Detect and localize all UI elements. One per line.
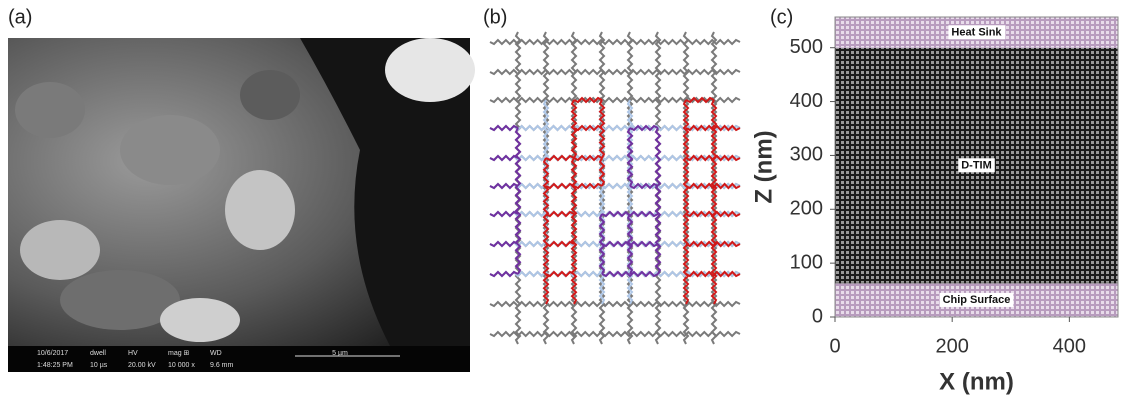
info-text: 20.00 kV	[128, 362, 156, 369]
info-text: dwell	[90, 350, 106, 357]
info-text: 10/6/2017	[37, 350, 68, 357]
polymer-chain	[490, 40, 740, 44]
info-bar	[8, 346, 470, 372]
x-axis-label: X (nm)	[939, 368, 1014, 395]
y-tick-label: 200	[790, 198, 823, 220]
info-text: 10 000 x	[168, 362, 195, 369]
polymer-chain	[490, 212, 518, 216]
polymer-chain	[490, 184, 518, 188]
panel-label: (a)	[8, 6, 32, 28]
polymer-chain	[490, 302, 740, 306]
figure: (a) 5 µm (b) (c) Chip Surface D-TIM Heat Si…	[0, 0, 1121, 405]
lattice	[490, 32, 740, 344]
y-tick-label: 100	[790, 251, 823, 273]
y-tick-label: 300	[790, 144, 823, 166]
info-text: 1:48:25 PM	[37, 362, 73, 369]
region-label: Chip Surface	[943, 294, 1011, 306]
polymer-chain	[490, 242, 518, 246]
y-tick-label: 500	[790, 36, 823, 58]
polymer-chain	[490, 70, 740, 74]
y-tick-label: 400	[790, 90, 823, 112]
y-tick-label: 0	[812, 305, 823, 327]
info-text: WD	[210, 350, 222, 357]
info-text: 9.6 mm	[210, 362, 234, 369]
panel-label: (c)	[770, 6, 793, 28]
polymer-chain	[490, 332, 740, 336]
info-text: mag ⊞	[168, 350, 189, 357]
region-label: D-TIM	[961, 159, 992, 171]
scale-label: 5 µm	[332, 350, 348, 357]
info-text: 10 µs	[90, 362, 108, 369]
y-axis-label: Z (nm)	[750, 130, 777, 203]
sem-image	[8, 38, 475, 346]
x-tick-label: 0	[829, 335, 840, 357]
polymer-chain	[490, 156, 518, 160]
chart: (c) Chip Surface D-TIM Heat Sink 0 100 200 300 4…	[750, 6, 1118, 395]
polymer-chain	[490, 126, 518, 130]
panel-label: (b)	[483, 6, 507, 28]
region-label: Heat Sink	[951, 26, 1002, 38]
x-tick-label: 200	[935, 335, 968, 357]
info-text: HV	[128, 350, 138, 357]
x-tick-label: 400	[1053, 335, 1086, 357]
polymer-chain	[490, 272, 518, 276]
